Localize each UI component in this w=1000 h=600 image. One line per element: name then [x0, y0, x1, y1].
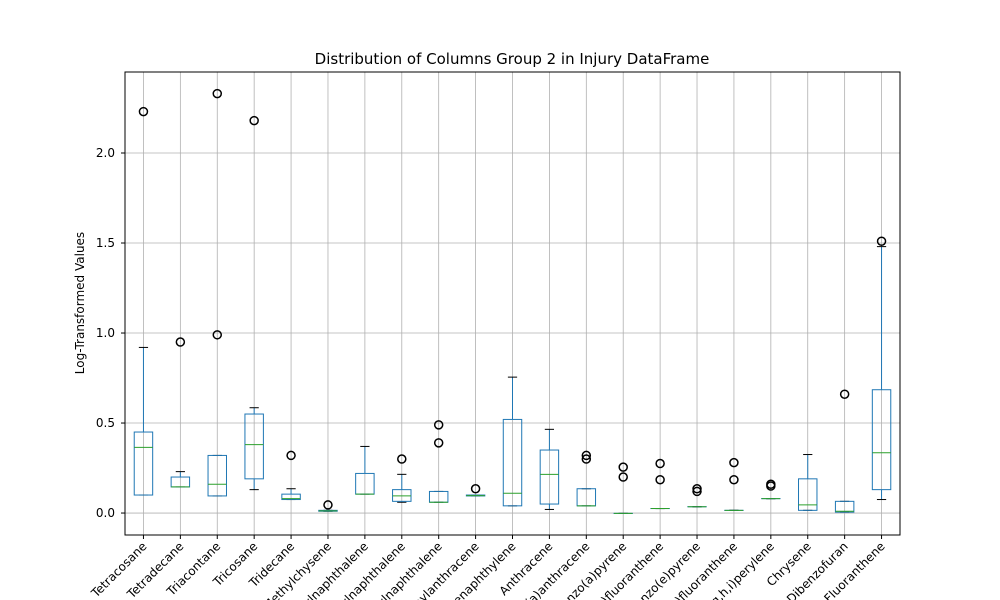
flier [618, 462, 628, 472]
plot-frame [124, 71, 901, 536]
box [871, 389, 892, 491]
box [244, 413, 264, 480]
y-tick-label: 0.0 [96, 506, 115, 520]
flier [766, 479, 776, 489]
box [834, 500, 855, 513]
flier [729, 457, 739, 468]
box [133, 431, 154, 496]
flier [212, 330, 223, 340]
flier [397, 454, 407, 464]
flier [433, 420, 444, 430]
flier [876, 236, 887, 246]
chart-title: Distribution of Columns Group 2 in Injur… [315, 50, 710, 68]
flier [249, 115, 259, 126]
flier [581, 450, 592, 461]
flier [138, 106, 149, 117]
box [502, 418, 523, 507]
flier [212, 88, 223, 99]
flier [839, 389, 850, 399]
flier [323, 500, 333, 510]
flier [286, 450, 296, 461]
box [207, 454, 227, 497]
box [281, 493, 301, 501]
y-tick-label: 2.0 [96, 146, 115, 160]
flier [175, 337, 186, 347]
flier [618, 472, 628, 482]
y-tick-label: 0.5 [96, 416, 115, 430]
box [539, 449, 560, 505]
y-axis-label: Log-Transformed Values [73, 232, 87, 374]
y-tick-label: 1.5 [96, 236, 115, 250]
flier [581, 454, 592, 464]
flier [729, 474, 739, 485]
box [798, 478, 818, 511]
flier [692, 483, 702, 494]
flier [470, 483, 481, 494]
flier [433, 438, 444, 448]
y-tick-label: 1.0 [96, 326, 115, 340]
flier [655, 458, 665, 469]
flier [655, 474, 665, 485]
flier [692, 486, 702, 497]
